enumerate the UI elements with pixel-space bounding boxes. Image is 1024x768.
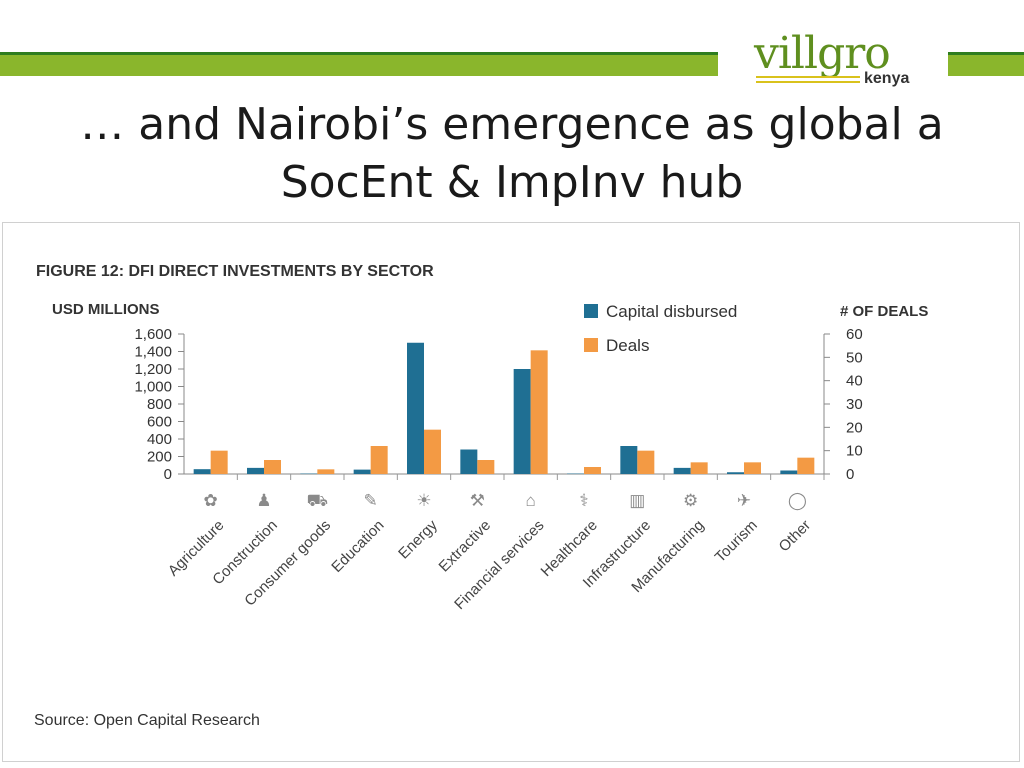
chart-axes: 02004006008001,0001,2001,4001,6000102030… <box>134 326 862 483</box>
consumer-goods-icon: ⛟ <box>307 491 328 510</box>
y-tick-label: 600 <box>147 414 172 431</box>
manufacturing-icon: ⚙ <box>683 491 698 510</box>
y2-tick-label: 40 <box>846 373 863 390</box>
bar-capital-manufacturing <box>673 467 691 474</box>
bar-deals-energy <box>424 429 441 474</box>
bar-deals-education <box>370 446 388 474</box>
agriculture-icon: ✿ <box>204 491 218 510</box>
healthcare-icon: ⚕ <box>579 491 588 510</box>
y2-tick-label: 0 <box>846 466 854 483</box>
bar-capital-other <box>780 470 798 474</box>
energy-icon: ☀ <box>416 491 431 510</box>
bar-capital-education <box>353 469 371 474</box>
education-icon: ✎ <box>364 491 378 510</box>
x-label-financial-services: Financial services <box>451 517 547 613</box>
y-axis-label: USD MILLIONS <box>52 301 160 318</box>
bar-capital-tourism <box>727 472 744 474</box>
financial-services-icon: ⌂ <box>526 491 536 510</box>
legend-swatch-capital <box>584 304 598 318</box>
figure-frame <box>2 222 1020 762</box>
bar-deals-manufacturing <box>690 462 708 474</box>
y-tick-label: 1,200 <box>134 361 172 378</box>
y2-tick-label: 20 <box>846 419 863 436</box>
y2-tick-label: 50 <box>846 349 863 366</box>
y-tick-label: 1,600 <box>134 326 172 343</box>
bar-deals-construction <box>264 460 281 474</box>
y-tick-label: 200 <box>147 449 172 466</box>
bar-capital-financial-services <box>513 369 531 474</box>
construction-icon: ♟ <box>256 491 271 510</box>
slide-title-line-2: SocEnt & ImpInv hub <box>280 157 744 208</box>
bar-deals-consumer-goods <box>317 469 335 474</box>
bar-capital-healthcare <box>567 473 584 475</box>
logo-sub-text: kenya <box>864 70 910 87</box>
other-icon: ◯ <box>788 491 807 511</box>
y-tick-label: 1,000 <box>134 379 172 396</box>
x-label-education: Education <box>328 517 387 576</box>
y-tick-label: 1,400 <box>134 344 172 361</box>
bar-capital-agriculture <box>193 469 211 474</box>
bar-capital-consumer-goods <box>300 473 318 475</box>
y2-tick-label: 10 <box>846 443 863 460</box>
chart-bars <box>193 342 815 475</box>
chart-source: Source: Open Capital Research <box>34 712 260 729</box>
chart-legend: Capital disbursed Deals <box>584 302 737 355</box>
x-label-energy: Energy <box>395 516 441 562</box>
chart-title: FIGURE 12: DFI DIRECT INVESTMENTS BY SEC… <box>36 263 434 280</box>
bar-deals-other <box>797 457 815 474</box>
chart-x-labels: ✿Agriculture♟Construction⛟Consumer goods… <box>165 491 814 613</box>
bar-deals-agriculture <box>210 450 228 474</box>
logo-underline <box>756 76 860 88</box>
bar-deals-infrastructure <box>637 450 655 474</box>
extractive-icon: ⚒ <box>470 491 485 510</box>
villgro-kenya-logo: villgro kenya <box>742 28 942 94</box>
logo-main-text: villgro <box>754 28 891 79</box>
bar-capital-construction <box>247 467 264 474</box>
bar-deals-extractive <box>477 460 495 474</box>
bar-capital-infrastructure <box>620 446 638 474</box>
x-label-tourism: Tourism <box>712 517 761 566</box>
y-tick-label: 0 <box>164 466 172 483</box>
y-tick-label: 800 <box>147 396 172 413</box>
slide-title-line-1: … and Nairobi’s emergence as global a <box>80 99 944 150</box>
infrastructure-icon: ▥ <box>629 491 645 510</box>
legend-label-capital: Capital disbursed <box>606 302 737 321</box>
bar-deals-tourism <box>744 462 761 474</box>
y2-tick-label: 60 <box>846 326 863 343</box>
bar-capital-energy <box>407 342 424 474</box>
x-label-other: Other <box>776 517 815 556</box>
tourism-icon: ✈ <box>737 491 751 510</box>
header-band-right <box>948 52 1024 76</box>
header-band-left <box>0 52 718 76</box>
y2-tick-label: 30 <box>846 396 863 413</box>
y2-axis-label: # OF DEALS <box>840 303 928 320</box>
bar-capital-extractive <box>460 449 478 474</box>
y-tick-label: 400 <box>147 431 172 448</box>
slide-title: … and Nairobi’s emergence as global a So… <box>40 96 984 212</box>
bar-deals-financial-services <box>530 350 548 474</box>
legend-swatch-deals <box>584 338 598 352</box>
legend-label-deals: Deals <box>606 336 649 355</box>
bar-deals-healthcare <box>584 467 601 474</box>
